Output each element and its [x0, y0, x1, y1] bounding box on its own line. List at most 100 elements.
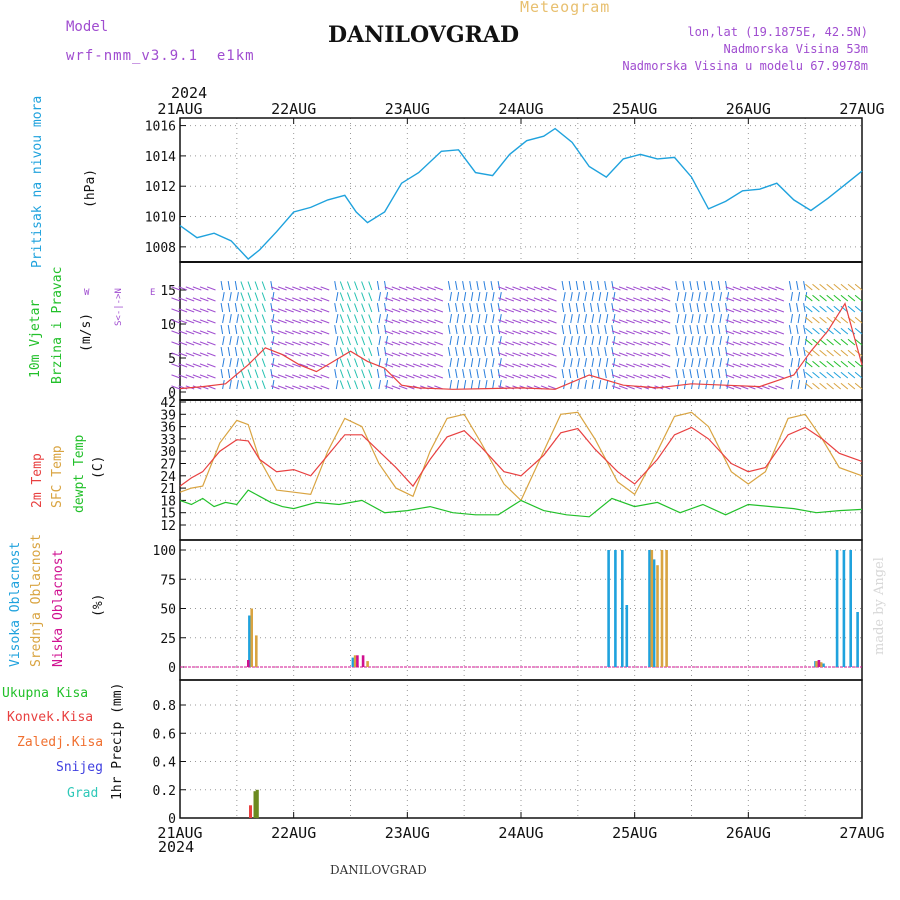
wind-barb [412, 319, 422, 324]
wind-barb [361, 347, 366, 357]
wind-barb [577, 380, 580, 390]
wind-barb [804, 358, 808, 368]
wind-barb [470, 358, 474, 368]
wind-barb [626, 374, 635, 379]
wind-barb [412, 330, 422, 335]
wind-barb [575, 369, 579, 379]
wind-barb [768, 374, 777, 379]
wind-barb [192, 374, 202, 379]
wind-barb [339, 336, 344, 346]
wind-barb [790, 380, 793, 390]
wind-barb [618, 385, 628, 390]
wind-barb [611, 319, 621, 324]
wind-barb [761, 308, 770, 313]
wind-barb [405, 297, 415, 302]
wind-barb [306, 297, 316, 302]
wind-barb [199, 330, 209, 335]
wind-barb [497, 281, 501, 291]
wind-barb [768, 297, 777, 302]
wind-barb [313, 297, 323, 302]
wind-barb [346, 281, 351, 291]
wind-barb [611, 303, 614, 313]
wind-barb [805, 305, 813, 313]
temp-ytick-label: 27 [160, 458, 176, 473]
wind-barb [812, 294, 820, 302]
wind-barb [306, 330, 316, 335]
wind-barb [254, 292, 259, 302]
wind-barb [725, 319, 735, 324]
wind-barb [703, 281, 707, 291]
wind-barb [505, 374, 515, 379]
wind-barb [346, 380, 351, 390]
wind-barb [605, 314, 609, 324]
wind-barb [597, 303, 600, 313]
wind-barb [171, 330, 181, 335]
wind-barb [384, 286, 394, 291]
wind-barb [339, 358, 344, 368]
wind-barb [261, 292, 266, 302]
wind-barb [712, 358, 715, 368]
wind-barb [775, 319, 785, 324]
wind-barb [462, 369, 465, 379]
wind-barb [618, 352, 628, 357]
wind-barb [676, 358, 680, 368]
wind-barb [654, 374, 664, 379]
wind-barb [833, 316, 842, 324]
wind-barb [185, 319, 195, 324]
temp-ytick-label: 15 [160, 507, 176, 522]
wind-barb [447, 281, 451, 291]
wind-barb [384, 374, 394, 379]
wind-barb [469, 369, 472, 379]
precip-ytick-label: 0 [168, 812, 176, 827]
wind-barb [292, 297, 301, 302]
wind-barb [434, 374, 444, 379]
wind-barb [591, 314, 595, 324]
wind-barb [490, 281, 494, 291]
wind-barb [705, 314, 708, 324]
wind-barb [455, 369, 458, 379]
wind-barb [270, 308, 280, 313]
wind-barb [240, 380, 245, 390]
wind-barb [775, 341, 785, 346]
wind-barb [847, 349, 856, 357]
cloud-bar [842, 550, 846, 667]
wind-barb [178, 341, 188, 346]
wind-barb [633, 363, 642, 368]
wind-barb [710, 347, 714, 357]
wind-barb [277, 341, 287, 346]
wind-barb [427, 341, 436, 346]
wind-barb [206, 352, 216, 357]
wind-barb [561, 281, 565, 291]
wind-barb [206, 319, 216, 324]
wind-barb [469, 281, 472, 291]
wind-ytick-label: 5 [168, 352, 176, 367]
wind-barb [483, 369, 486, 379]
wind-barb [647, 319, 657, 324]
wind-barb [533, 308, 543, 313]
wind-barb [598, 314, 602, 324]
wind-barb [533, 352, 543, 357]
wind-barb [368, 314, 373, 324]
wind-barb [254, 347, 259, 357]
wind-barb [354, 303, 359, 313]
wind-barb [753, 330, 763, 335]
wind-barb [405, 341, 415, 346]
wind-barb [761, 286, 770, 291]
wind-barb [647, 286, 657, 291]
wind-barb [434, 363, 444, 368]
wind-barb [833, 338, 842, 346]
wind-barb [533, 374, 543, 379]
wind-barb [561, 369, 565, 379]
wind-barb [277, 297, 287, 302]
wind-barb [247, 314, 252, 324]
wind-barb [675, 325, 678, 335]
wind-barb [570, 380, 573, 390]
wind-barb [812, 338, 820, 346]
wind-barb [499, 380, 502, 390]
wind-barb [612, 314, 616, 324]
wind-barb [334, 369, 337, 379]
wind-barb [626, 363, 635, 368]
wind-barb [761, 297, 770, 302]
wind-barb [790, 358, 793, 368]
wind-barb [719, 358, 722, 368]
